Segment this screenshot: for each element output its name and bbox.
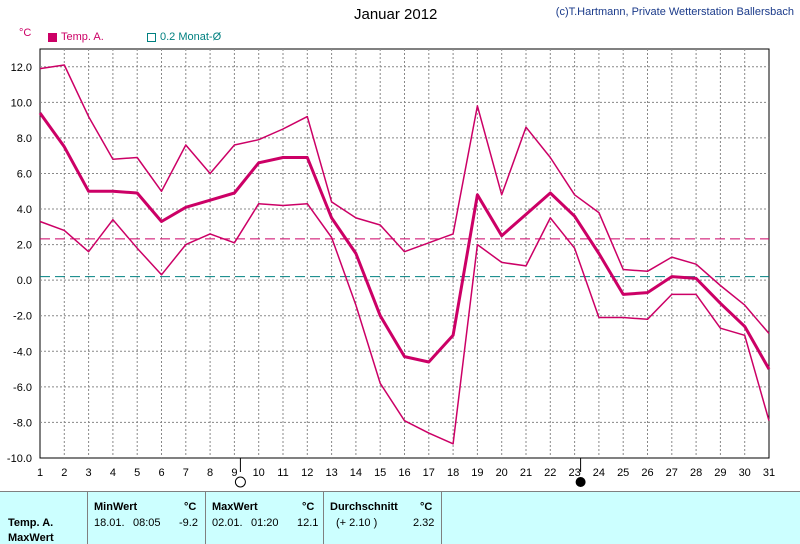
max-unit: °C bbox=[302, 501, 315, 513]
legend-item-average[interactable]: 0.2 Monat-Ø bbox=[147, 31, 221, 43]
x-tick-label: 3 bbox=[86, 467, 92, 479]
y-tick-label: 2.0 bbox=[17, 240, 32, 252]
full-moon-icon bbox=[234, 476, 246, 488]
x-tick-label: 13 bbox=[325, 467, 337, 479]
footer-divider bbox=[205, 492, 206, 544]
row-label-temp: Temp. A. bbox=[8, 517, 54, 529]
min-date: 18.01. bbox=[94, 517, 125, 529]
x-tick-label: 2 bbox=[61, 467, 67, 479]
y-tick-label: -2.0 bbox=[13, 311, 32, 323]
x-tick-label: 24 bbox=[593, 467, 605, 479]
y-tick-label: -10.0 bbox=[7, 453, 32, 465]
footer-divider bbox=[323, 492, 324, 544]
y-tick-label: -8.0 bbox=[13, 417, 32, 429]
min-time: 08:05 bbox=[133, 517, 161, 529]
x-tick-label: 4 bbox=[110, 467, 116, 479]
avg-value: 2.32 bbox=[413, 517, 435, 529]
x-tick-label: 31 bbox=[763, 467, 775, 479]
copyright-label: (c)T.Hartmann, Private Wetterstation Bal… bbox=[555, 6, 794, 18]
min-unit: °C bbox=[184, 501, 197, 513]
x-tick-label: 22 bbox=[544, 467, 556, 479]
x-tick-label: 8 bbox=[207, 467, 213, 479]
legend-label-average: 0.2 Monat-Ø bbox=[160, 31, 222, 43]
avg-unit: °C bbox=[420, 501, 433, 513]
avg-delta: (+ 2.10 ) bbox=[336, 517, 378, 529]
footer-divider bbox=[441, 492, 442, 544]
x-tick-label: 18 bbox=[447, 467, 459, 479]
x-tick-label: 16 bbox=[398, 467, 410, 479]
x-tick-label: 9 bbox=[231, 467, 237, 479]
x-tick-label: 23 bbox=[568, 467, 580, 479]
x-tick-label: 19 bbox=[471, 467, 483, 479]
y-tick-label: 0.0 bbox=[17, 275, 32, 287]
y-tick-label: 8.0 bbox=[17, 133, 32, 145]
chart-title: Januar 2012 bbox=[354, 6, 438, 23]
x-tick-label: 26 bbox=[641, 467, 653, 479]
x-tick-label: 7 bbox=[183, 467, 189, 479]
x-tick-label: 12 bbox=[301, 467, 313, 479]
legend-swatch-temp bbox=[48, 32, 57, 42]
max-value: 12.1 bbox=[297, 517, 319, 529]
x-tick-label: 21 bbox=[520, 467, 532, 479]
avg-header: Durchschnitt bbox=[330, 501, 398, 513]
x-tick-label: 15 bbox=[374, 467, 386, 479]
y-tick-label: -4.0 bbox=[13, 346, 32, 358]
max-time: 01:20 bbox=[251, 517, 279, 529]
statistics-panel: Temp. A. MaxWert MinWert °C 18.01. 08:05… bbox=[0, 491, 800, 544]
y-tick-label: 6.0 bbox=[17, 168, 32, 180]
x-tick-label: 14 bbox=[350, 467, 362, 479]
min-value: -9.2 bbox=[179, 517, 198, 529]
series-line bbox=[39, 202, 770, 445]
y-tick-label: -6.0 bbox=[13, 382, 32, 394]
max-header: MaxWert bbox=[212, 501, 258, 513]
legend-item-temp[interactable]: Temp. A. bbox=[48, 31, 104, 43]
y-tick-label: 12.0 bbox=[11, 62, 32, 74]
x-tick-label: 6 bbox=[158, 467, 164, 479]
footer-divider bbox=[87, 492, 88, 544]
x-tick-label: 30 bbox=[739, 467, 751, 479]
row-label-maxwert: MaxWert bbox=[8, 532, 54, 544]
max-date: 02.01. bbox=[212, 517, 243, 529]
legend-swatch-average bbox=[147, 32, 156, 42]
x-tick-label: 25 bbox=[617, 467, 629, 479]
x-tick-label: 29 bbox=[714, 467, 726, 479]
new-moon-icon bbox=[575, 477, 586, 487]
y-tick-label: 4.0 bbox=[17, 204, 32, 216]
x-tick-label: 20 bbox=[496, 467, 508, 479]
x-tick-label: 27 bbox=[666, 467, 678, 479]
x-tick-label: 10 bbox=[253, 467, 265, 479]
x-tick-label: 1 bbox=[37, 467, 43, 479]
x-tick-label: 17 bbox=[423, 467, 435, 479]
legend-label-temp: Temp. A. bbox=[61, 31, 104, 43]
min-header: MinWert bbox=[94, 501, 138, 513]
x-tick-label: 28 bbox=[690, 467, 702, 479]
y-tick-label: 10.0 bbox=[11, 97, 32, 109]
x-tick-label: 5 bbox=[134, 467, 140, 479]
x-tick-label: 11 bbox=[277, 467, 288, 479]
series-line bbox=[38, 112, 771, 370]
series-line bbox=[39, 64, 770, 334]
y-axis-unit: °C bbox=[19, 27, 32, 39]
